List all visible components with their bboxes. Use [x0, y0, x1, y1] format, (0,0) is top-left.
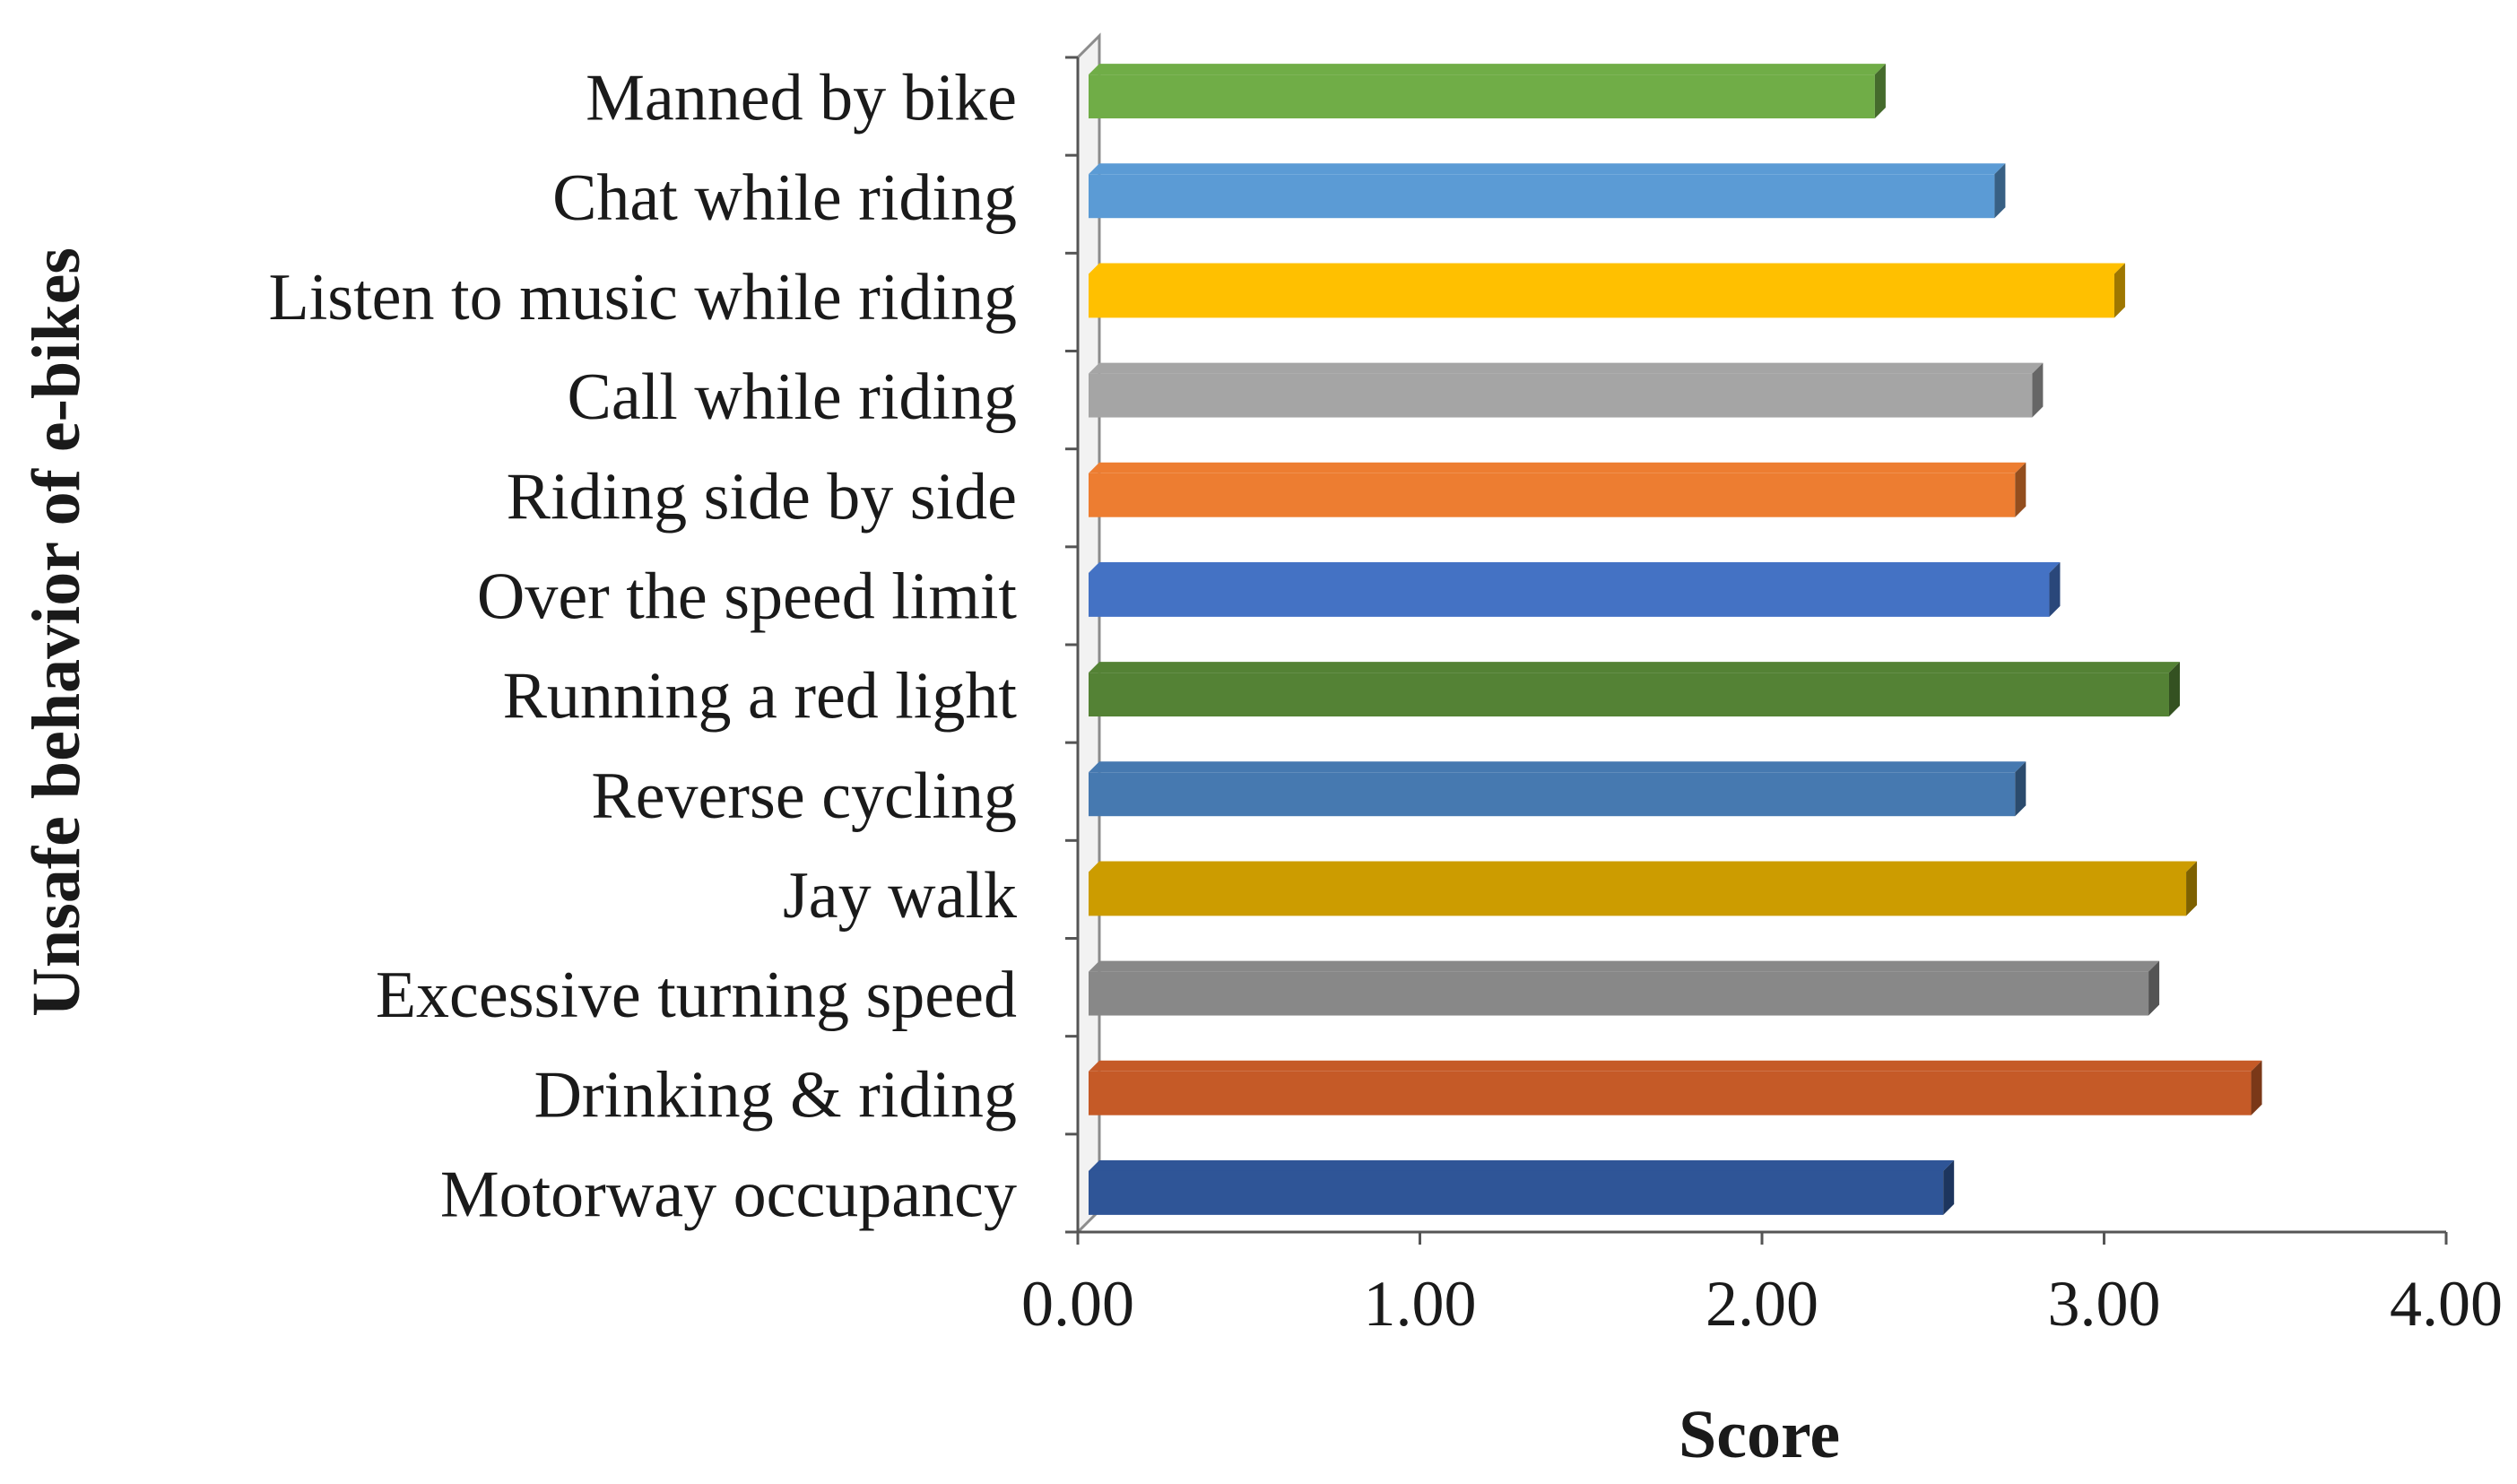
- bar-top-face: [1089, 462, 2027, 473]
- bar-end-face: [2251, 1060, 2262, 1115]
- x-tick-label: 1.00: [1364, 1268, 1477, 1340]
- category-label: Drinking & riding: [534, 1058, 1017, 1132]
- bar: [1089, 772, 2016, 817]
- bar-end-face: [1943, 1159, 1955, 1215]
- category-label: Reverse cycling: [591, 759, 1017, 833]
- bar-end-face: [2049, 561, 2061, 617]
- bar-top-face: [1089, 263, 2125, 274]
- bar-top-face: [1089, 64, 1886, 75]
- category-label: Call while riding: [568, 360, 1018, 434]
- x-tick-label: 0.00: [1021, 1268, 1134, 1340]
- category-label: Over the speed limit: [477, 560, 1018, 633]
- bar: [1089, 1071, 2252, 1115]
- bar: [1089, 273, 2114, 318]
- x-tick-label: 3.00: [2048, 1268, 2161, 1340]
- x-tick-label: 2.00: [1705, 1268, 1818, 1340]
- category-label: Riding side by side: [507, 460, 1017, 534]
- bar: [1089, 673, 2169, 717]
- category-label: Jay walk: [783, 859, 1017, 933]
- bar-end-face: [1874, 64, 1886, 119]
- category-label: Running a red light: [503, 660, 1018, 733]
- bar-top-face: [1089, 163, 2006, 175]
- bar-top-face: [1089, 960, 2160, 972]
- labels: 0.00 1.00 2.00 3.00 4.00 Manned by bike Chat w…: [269, 62, 2503, 1340]
- y-axis-title: Unsafe behavior of e-bikes: [19, 247, 94, 1017]
- bar-top-face: [1089, 662, 2180, 673]
- bar-end-face: [2148, 960, 2160, 1016]
- category-label: Excessive turning speed: [376, 959, 1017, 1032]
- x-axis-title: Score: [1679, 1397, 1840, 1472]
- bar-top-face: [1089, 1159, 1955, 1171]
- bar-end-face: [2015, 462, 2027, 517]
- bar-end-face: [2168, 662, 2180, 717]
- bar: [1089, 872, 2187, 916]
- bar: [1089, 174, 1995, 219]
- bar-top-face: [1089, 561, 2061, 573]
- bar: [1089, 1170, 1944, 1215]
- bars: [1089, 64, 2262, 1215]
- category-label: Listen to music while riding: [269, 261, 1017, 334]
- bar: [1089, 74, 1875, 119]
- category-label: Chat while riding: [552, 161, 1017, 235]
- bar: [1089, 473, 2016, 517]
- bar: [1089, 572, 2050, 617]
- bar-top-face: [1089, 362, 2044, 374]
- category-label: Motorway occupancy: [440, 1158, 1017, 1231]
- bar-top-face: [1089, 761, 2027, 773]
- category-label: Manned by bike: [586, 62, 1017, 135]
- bar-top-face: [1089, 861, 2198, 872]
- bar-end-face: [2186, 861, 2198, 916]
- bar-top-face: [1089, 1060, 2262, 1072]
- axes: [1065, 32, 2448, 1245]
- bar-end-face: [2113, 263, 2125, 318]
- bar-end-face: [1994, 163, 2006, 219]
- x-tick-label: 4.00: [2390, 1268, 2503, 1340]
- bar-end-face: [2015, 761, 2027, 817]
- bar: [1089, 373, 2033, 418]
- bar: [1089, 971, 2149, 1016]
- bar-end-face: [2032, 362, 2044, 418]
